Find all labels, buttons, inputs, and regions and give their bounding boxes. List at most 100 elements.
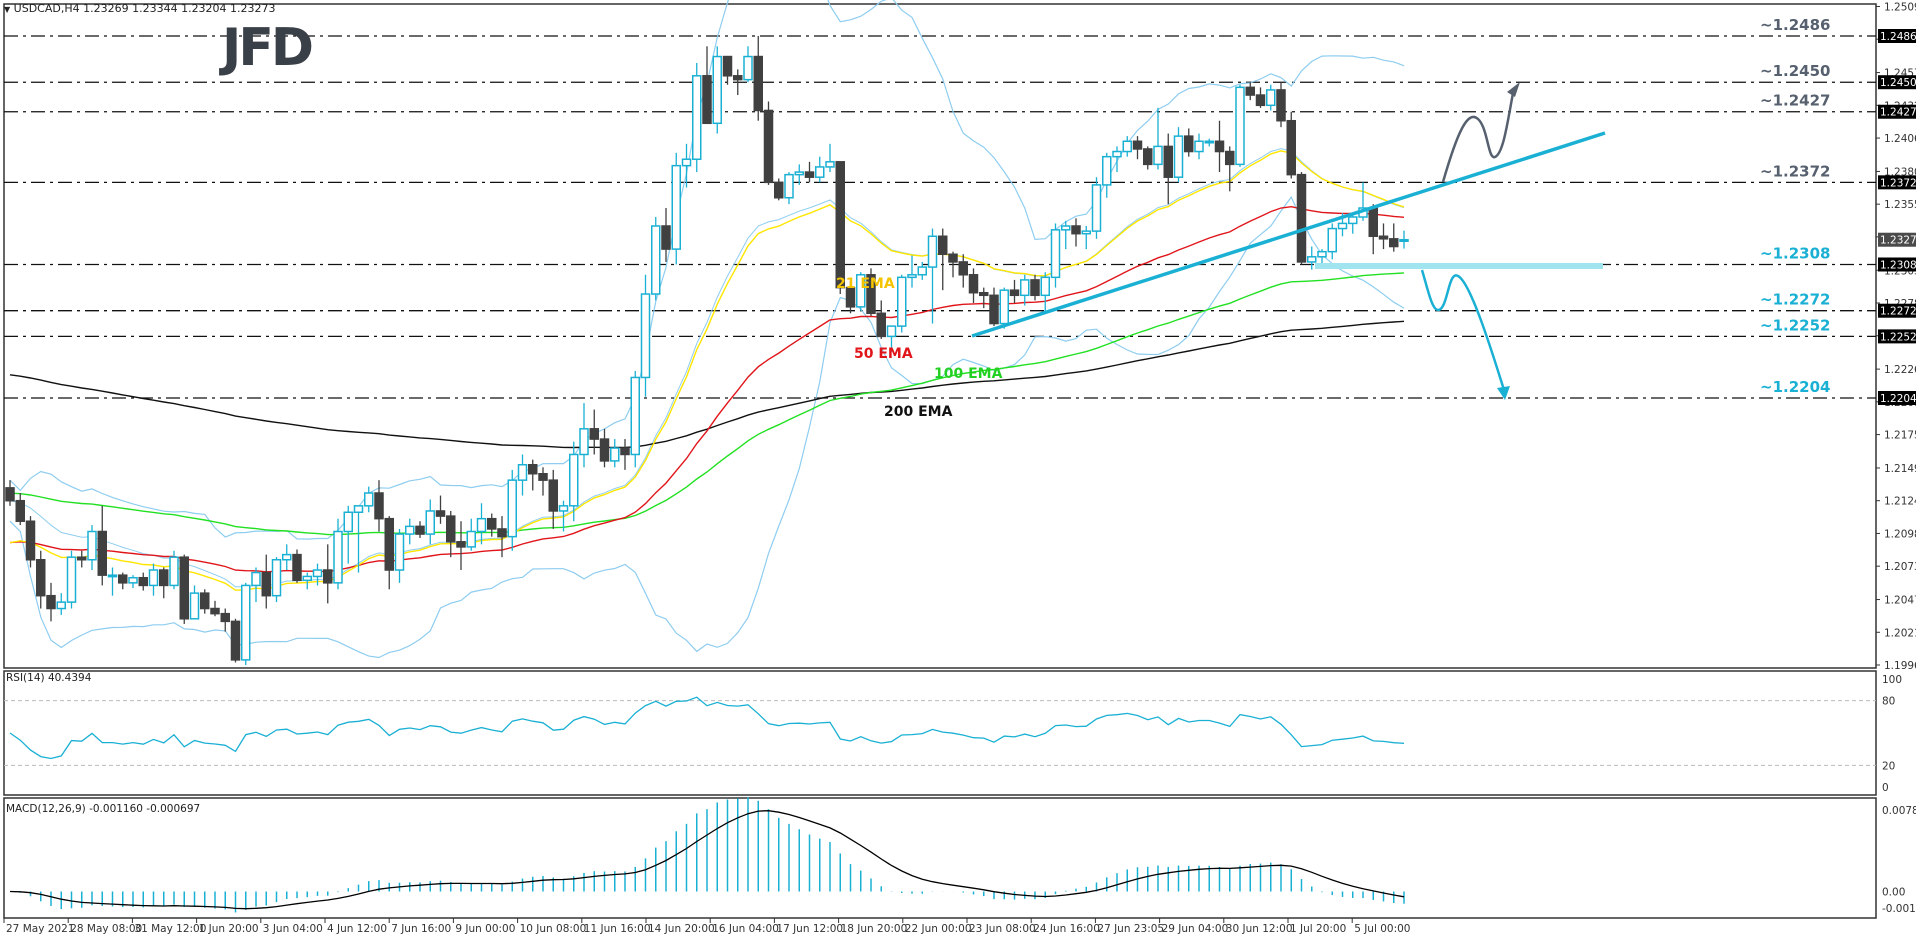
candle[interactable] [220, 608, 230, 632]
candle[interactable] [671, 152, 681, 265]
candle[interactable] [1378, 223, 1389, 250]
ascending-trendline[interactable] [971, 131, 1606, 338]
candle[interactable] [1368, 204, 1378, 255]
candle[interactable] [1071, 218, 1081, 247]
candle[interactable] [148, 563, 159, 596]
candle[interactable] [25, 516, 36, 568]
candle[interactable] [261, 554, 271, 609]
candle[interactable] [1184, 128, 1194, 157]
candle[interactable] [784, 172, 794, 205]
candle[interactable] [394, 528, 405, 583]
candle[interactable] [1204, 138, 1214, 147]
candle[interactable] [159, 567, 169, 599]
candle[interactable] [1009, 279, 1020, 304]
candle[interactable] [763, 101, 774, 185]
candle[interactable] [1050, 223, 1061, 288]
candle[interactable] [476, 503, 487, 545]
candle[interactable] [507, 469, 517, 551]
candle[interactable] [415, 521, 425, 538]
candle[interactable] [118, 572, 128, 590]
candle[interactable] [1081, 225, 1091, 250]
candle[interactable] [774, 178, 784, 201]
candle[interactable] [743, 46, 753, 83]
candle[interactable] [343, 505, 353, 564]
candle[interactable] [189, 585, 200, 620]
candle[interactable] [333, 518, 343, 590]
bearish-scenario-arrow[interactable] [1420, 269, 1506, 391]
candle[interactable] [251, 567, 261, 603]
candle[interactable] [989, 287, 999, 327]
candle[interactable] [1091, 177, 1102, 239]
candle[interactable] [1245, 82, 1255, 101]
candle[interactable] [825, 143, 835, 173]
candle[interactable] [487, 513, 497, 537]
candle[interactable] [979, 287, 989, 309]
candle[interactable] [733, 69, 743, 96]
candle[interactable] [1040, 272, 1050, 314]
candle[interactable] [1061, 220, 1071, 250]
candle[interactable] [630, 371, 640, 468]
candle[interactable] [87, 525, 97, 571]
candle[interactable] [517, 454, 528, 496]
bullish-scenario-arrow[interactable] [1441, 87, 1516, 183]
candle[interactable] [948, 251, 958, 278]
candle[interactable] [1389, 223, 1399, 252]
candle[interactable] [405, 518, 415, 545]
collapse-triangle-icon[interactable]: ▼ [4, 5, 11, 14]
candle[interactable] [958, 254, 968, 288]
candle[interactable] [886, 325, 897, 352]
candle[interactable] [271, 557, 282, 603]
candle[interactable] [1153, 107, 1163, 170]
candle[interactable] [548, 469, 558, 529]
candle[interactable] [107, 567, 118, 596]
macd-signal-line[interactable] [9, 810, 1405, 910]
candle[interactable] [1399, 230, 1409, 249]
candle[interactable] [692, 62, 702, 173]
candle[interactable] [804, 161, 815, 183]
candle[interactable] [712, 46, 722, 134]
candle[interactable] [302, 572, 312, 590]
candle[interactable] [497, 516, 507, 558]
candle[interactable] [1214, 120, 1225, 173]
candle[interactable] [1255, 87, 1266, 108]
candle[interactable] [1358, 182, 1368, 221]
candle[interactable] [66, 550, 77, 609]
candle[interactable] [640, 274, 651, 397]
candle[interactable] [702, 46, 712, 125]
candle[interactable] [230, 618, 241, 663]
candle[interactable] [456, 521, 466, 571]
candle[interactable] [1132, 136, 1143, 160]
candle[interactable] [374, 480, 384, 532]
candle[interactable] [558, 500, 569, 532]
candle[interactable] [856, 272, 866, 311]
candle[interactable] [128, 575, 138, 588]
candle[interactable] [1194, 133, 1204, 160]
candle[interactable] [968, 268, 979, 304]
candle[interactable] [589, 409, 599, 455]
candle[interactable] [435, 495, 446, 524]
candle[interactable] [876, 300, 886, 339]
candle[interactable] [938, 228, 948, 291]
candle[interactable] [466, 518, 476, 551]
candle[interactable] [722, 55, 733, 85]
rsi-line[interactable] [9, 696, 1405, 760]
candle[interactable] [36, 550, 46, 609]
candle[interactable] [1296, 172, 1307, 265]
candle[interactable] [1030, 274, 1040, 301]
candle[interactable] [15, 492, 25, 526]
candle[interactable] [599, 428, 610, 468]
candle[interactable] [46, 582, 56, 622]
candle[interactable] [1112, 146, 1122, 173]
candle[interactable] [1235, 84, 1245, 167]
candle[interactable] [169, 550, 179, 590]
candle[interactable] [56, 593, 66, 615]
candle[interactable] [210, 600, 220, 617]
candle[interactable] [179, 554, 189, 624]
candle[interactable] [1102, 152, 1112, 198]
candle[interactable] [138, 572, 148, 591]
candle[interactable] [1317, 249, 1327, 265]
candle[interactable] [1307, 246, 1317, 270]
candle[interactable] [835, 161, 845, 295]
candle[interactable] [353, 505, 364, 573]
